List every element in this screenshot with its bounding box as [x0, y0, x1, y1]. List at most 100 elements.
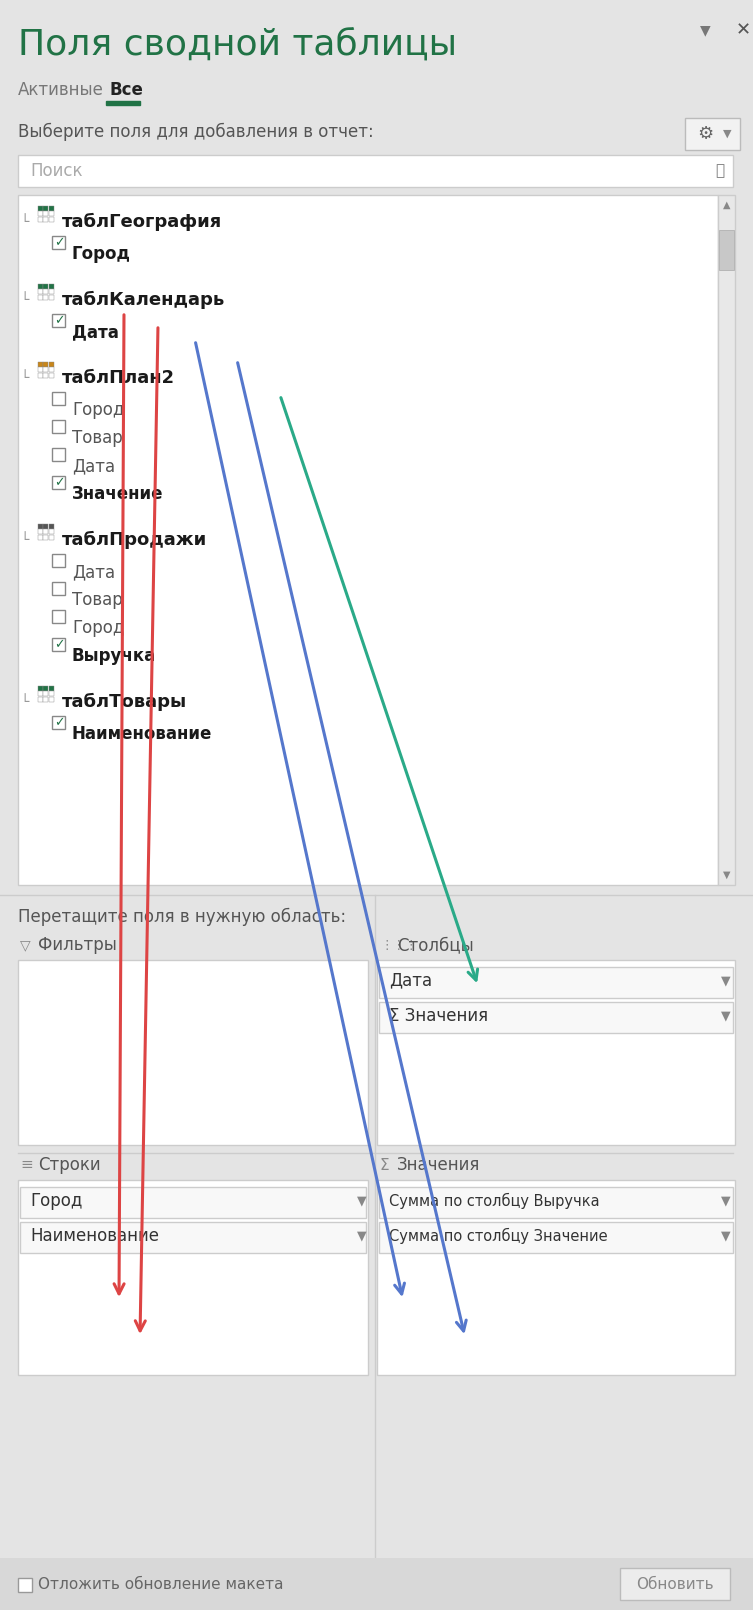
- Text: 🔍: 🔍: [715, 164, 724, 179]
- Bar: [377, 960, 735, 1145]
- Bar: [49, 296, 54, 299]
- Text: Выберите поля для добавления в отчет:: Выберите поля для добавления в отчет:: [18, 122, 373, 142]
- Bar: [38, 374, 43, 378]
- Bar: [49, 290, 54, 295]
- Text: └: └: [20, 216, 29, 229]
- Text: ▼: ▼: [723, 129, 731, 138]
- Text: Значения: Значения: [397, 1156, 480, 1174]
- Bar: [44, 525, 48, 530]
- Text: Город: Город: [72, 401, 124, 419]
- Text: Наименование: Наименование: [72, 724, 212, 742]
- Bar: [38, 296, 43, 299]
- Bar: [44, 367, 48, 372]
- Bar: [52, 638, 65, 650]
- Bar: [44, 211, 48, 216]
- Bar: [38, 285, 43, 290]
- Text: ⋮⋮⋮: ⋮⋮⋮: [380, 939, 417, 952]
- Text: таблПродажи: таблПродажи: [62, 531, 207, 549]
- Bar: [49, 367, 54, 372]
- Text: └: └: [20, 533, 29, 547]
- Bar: [49, 206, 54, 211]
- Bar: [377, 1180, 735, 1375]
- Text: ✓: ✓: [54, 237, 65, 250]
- Bar: [44, 296, 48, 299]
- Text: Столбцы: Столбцы: [397, 935, 474, 955]
- Text: Выручка: Выручка: [72, 647, 157, 665]
- Text: Поиск: Поиск: [30, 163, 83, 180]
- Bar: [52, 391, 65, 406]
- Text: └: └: [20, 370, 29, 385]
- Text: Город: Город: [72, 245, 131, 262]
- Bar: [18, 1578, 32, 1592]
- Bar: [0, 1558, 753, 1610]
- Bar: [49, 525, 54, 530]
- Text: Фильтры: Фильтры: [38, 935, 117, 955]
- Text: Значение: Значение: [72, 485, 163, 502]
- Text: ▼: ▼: [357, 1195, 367, 1208]
- Bar: [49, 692, 54, 696]
- Text: Активные: Активные: [18, 80, 104, 98]
- Bar: [38, 367, 43, 372]
- Bar: [38, 290, 43, 295]
- Text: Дата: Дата: [72, 324, 119, 341]
- Bar: [38, 530, 43, 535]
- Bar: [44, 362, 48, 367]
- Text: Сумма по столбцу Выручка: Сумма по столбцу Выручка: [389, 1193, 599, 1209]
- Text: └: └: [20, 696, 29, 708]
- Bar: [44, 692, 48, 696]
- Bar: [620, 1568, 730, 1600]
- Bar: [18, 1180, 368, 1375]
- Text: ▼: ▼: [700, 23, 711, 37]
- Bar: [106, 101, 140, 105]
- Text: ≡: ≡: [20, 1158, 32, 1172]
- Bar: [38, 697, 43, 702]
- Bar: [18, 960, 368, 1145]
- Bar: [38, 211, 43, 216]
- Text: Дата: Дата: [72, 457, 115, 475]
- Text: Товар: Товар: [72, 591, 123, 609]
- Bar: [52, 420, 65, 433]
- Text: таблКалендарь: таблКалендарь: [62, 291, 225, 309]
- Text: ▼: ▼: [721, 1228, 730, 1241]
- Text: таблГеография: таблГеография: [62, 213, 222, 232]
- Bar: [49, 285, 54, 290]
- Bar: [0, 895, 753, 1610]
- Text: ▼: ▼: [721, 1009, 730, 1022]
- Text: └: └: [20, 293, 29, 308]
- Text: ✓: ✓: [54, 314, 65, 327]
- Bar: [38, 525, 43, 530]
- Text: таблПлан2: таблПлан2: [62, 369, 175, 386]
- Bar: [52, 554, 65, 567]
- Bar: [18, 155, 733, 187]
- Bar: [379, 1187, 733, 1219]
- Text: Перетащите поля в нужную область:: Перетащите поля в нужную область:: [18, 908, 346, 926]
- Text: ▼: ▼: [721, 974, 730, 987]
- Bar: [52, 237, 65, 250]
- Bar: [379, 968, 733, 998]
- Bar: [20, 1187, 366, 1219]
- Text: ▽: ▽: [20, 939, 31, 952]
- Bar: [52, 581, 65, 596]
- Bar: [44, 530, 48, 535]
- Bar: [20, 1222, 366, 1253]
- Bar: [44, 206, 48, 211]
- Bar: [49, 362, 54, 367]
- Text: ✕: ✕: [736, 21, 751, 39]
- Bar: [49, 530, 54, 535]
- Bar: [719, 230, 734, 270]
- Bar: [44, 285, 48, 290]
- Bar: [49, 217, 54, 222]
- Bar: [38, 217, 43, 222]
- Text: Строки: Строки: [38, 1156, 101, 1174]
- Bar: [38, 692, 43, 696]
- Bar: [379, 1001, 733, 1034]
- Text: Наименование: Наименование: [30, 1227, 159, 1245]
- Bar: [44, 686, 48, 691]
- Bar: [18, 195, 718, 886]
- Text: ✓: ✓: [54, 716, 65, 729]
- Text: ✓: ✓: [54, 477, 65, 489]
- Bar: [49, 211, 54, 216]
- Text: ▼: ▼: [357, 1228, 367, 1241]
- Text: Поля сводной таблицы: Поля сводной таблицы: [18, 27, 457, 63]
- Bar: [52, 448, 65, 460]
